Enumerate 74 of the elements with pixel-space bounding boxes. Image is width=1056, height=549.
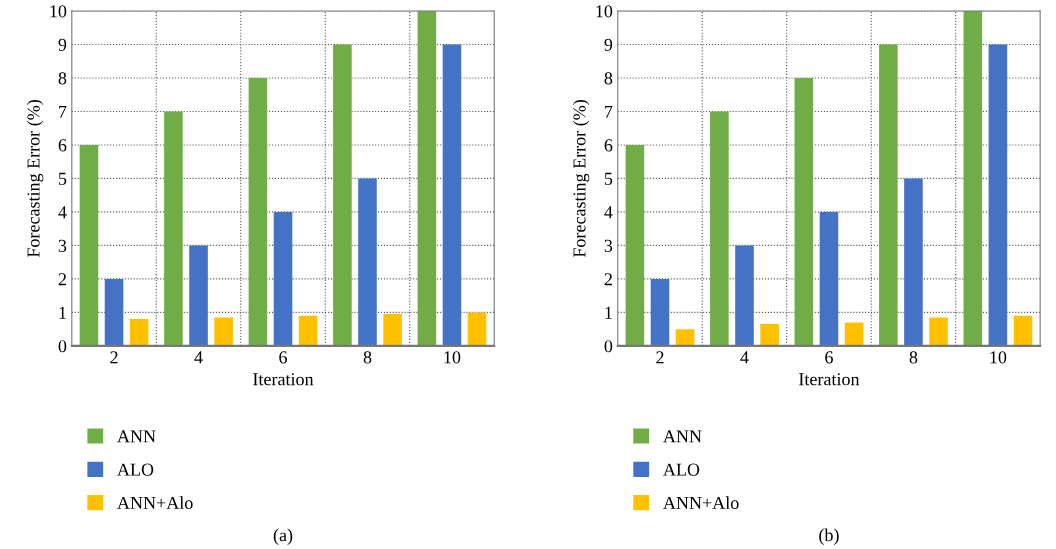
x-tick-label: 6: [279, 351, 287, 364]
y-tick-label: 9: [58, 38, 67, 51]
bar: [844, 322, 864, 346]
legend-label: ALO: [117, 463, 154, 476]
bar: [675, 329, 695, 346]
bar: [442, 44, 462, 346]
bar: [164, 111, 183, 346]
x-axis-title: Iteration: [799, 373, 860, 386]
bar: [988, 44, 1008, 346]
bar: [904, 178, 923, 346]
bar: [298, 315, 318, 346]
bar: [710, 111, 729, 346]
y-tick-label: 6: [604, 139, 613, 152]
x-tick-label: 10: [990, 351, 1007, 364]
y-tick-label: 10: [50, 5, 67, 18]
x-tick-label: 10: [444, 351, 461, 364]
bar: [819, 211, 839, 346]
y-tick-label: 5: [58, 172, 67, 185]
bar: [879, 44, 898, 346]
bar: [735, 245, 754, 346]
x-tick-label: 8: [363, 351, 372, 364]
bar: [963, 10, 983, 346]
legend-label: ANN+Alo: [117, 496, 193, 510]
bar: [1013, 315, 1033, 346]
y-tick-label: 4: [604, 206, 613, 219]
y-tick-label: 5: [604, 172, 613, 185]
bar: [760, 324, 779, 346]
x-tick-label: 4: [194, 351, 203, 364]
y-axis-title: Forecasting Error (%): [26, 100, 44, 258]
bar: [248, 77, 268, 346]
x-tick-label: 4: [740, 351, 749, 364]
bar: [417, 10, 437, 346]
y-tick-label: 3: [58, 239, 67, 252]
legend-label: ANN: [663, 430, 702, 443]
y-tick-label: 4: [58, 206, 67, 219]
y-tick-label: 8: [604, 72, 613, 85]
y-tick-label: 0: [604, 340, 613, 353]
legend-label: ANN: [117, 430, 156, 443]
y-tick-label: 9: [604, 38, 613, 51]
bar: [333, 44, 352, 346]
y-tick-label: 0: [58, 340, 67, 353]
bar: [189, 245, 208, 346]
bar: [794, 77, 814, 346]
bar: [625, 144, 645, 346]
y-tick-label: 7: [59, 105, 67, 118]
y-tick-label: 7: [605, 105, 613, 118]
y-tick-label: 6: [58, 139, 67, 152]
y-tick-label: 10: [596, 5, 613, 18]
bar: [273, 211, 293, 346]
legend-label: ALO: [663, 463, 700, 476]
text: (a): [273, 528, 293, 545]
text: (b): [819, 528, 839, 545]
y-tick-label: 3: [604, 239, 613, 252]
bar: [358, 178, 377, 346]
y-axis-title: Forecasting Error (%): [572, 100, 590, 258]
bar: [650, 278, 670, 346]
bar: [467, 312, 487, 346]
y-tick-label: 2: [604, 273, 612, 286]
y-tick-label: 1: [605, 306, 612, 319]
x-tick-label: 6: [825, 351, 833, 364]
x-axis-title: Iteration: [253, 373, 314, 386]
x-tick-label: 8: [909, 351, 918, 364]
x-tick-label: 2: [656, 351, 664, 364]
bar: [214, 317, 233, 346]
y-tick-label: 8: [58, 72, 67, 85]
bar: [383, 314, 402, 346]
legend-label: ANN+Alo: [663, 496, 739, 510]
bar: [104, 278, 124, 346]
bar: [129, 319, 149, 346]
y-tick-label: 2: [58, 273, 66, 286]
x-tick-label: 2: [110, 351, 118, 364]
bar: [79, 144, 99, 346]
bar: [929, 317, 948, 346]
y-tick-label: 1: [59, 306, 66, 319]
